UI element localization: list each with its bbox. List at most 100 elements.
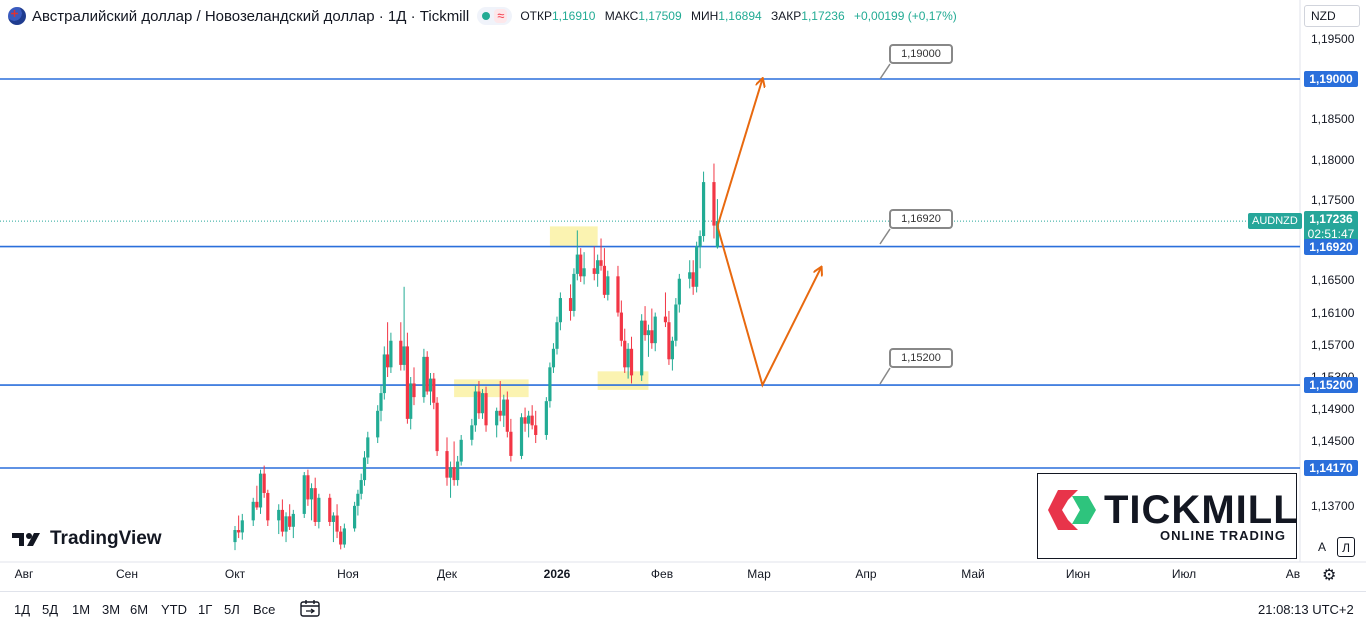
currency-select[interactable]: NZD	[1304, 5, 1360, 27]
candle	[674, 298, 678, 347]
tradingview-logo[interactable]: TradingView	[12, 528, 162, 550]
market-status[interactable]: ≈	[477, 7, 513, 25]
candle	[480, 389, 485, 419]
candle	[448, 461, 453, 498]
candle-body	[548, 367, 552, 402]
candle	[251, 497, 255, 526]
candle	[452, 441, 456, 486]
level-label: 1,14170	[1304, 460, 1358, 476]
tickmill-brand: TICKMILL	[1104, 488, 1299, 532]
callout-1-16920[interactable]: 1,16920	[889, 209, 953, 229]
candle-body	[691, 272, 695, 287]
price-tick: 1,14500	[1311, 434, 1355, 449]
candle	[284, 512, 288, 543]
low-label: МИН	[691, 9, 719, 23]
candle-body	[445, 451, 449, 478]
candle-body	[366, 437, 370, 458]
open-label: ОТКР	[520, 9, 552, 23]
timeframe-button[interactable]: 3М	[102, 602, 121, 617]
candle-body	[353, 505, 357, 529]
time-tick: Окт	[224, 567, 246, 581]
candle	[335, 504, 339, 539]
timeframe-button[interactable]: Все	[253, 602, 276, 617]
timeframe-button[interactable]: 1М	[72, 602, 91, 617]
candle-body	[448, 467, 453, 478]
candle-body	[698, 236, 702, 247]
timeframe-button[interactable]: 1Д	[14, 602, 31, 617]
candle-body	[688, 272, 692, 279]
candle	[527, 410, 531, 438]
candle-body	[572, 273, 576, 311]
candle	[495, 407, 499, 438]
candle	[558, 292, 562, 331]
candle	[470, 418, 474, 446]
candle-body	[313, 488, 317, 522]
candle-body	[498, 410, 502, 416]
candle-body	[258, 473, 263, 508]
timeframe-button[interactable]: 5Л	[224, 602, 240, 617]
candle-body	[640, 320, 644, 376]
candle	[376, 405, 380, 444]
candle	[575, 230, 579, 281]
candle-body	[428, 378, 433, 392]
candle	[233, 525, 237, 551]
candle	[579, 248, 583, 282]
candle	[643, 306, 647, 341]
price-tick: 1,17500	[1311, 192, 1355, 207]
calendar-icon[interactable]	[300, 599, 320, 617]
tradingview-logo-icon	[12, 533, 40, 546]
candle	[456, 455, 460, 486]
callout-1-19000[interactable]: 1,19000	[889, 44, 953, 64]
candle	[688, 260, 692, 289]
auto-scale-button[interactable]: A	[1317, 540, 1326, 554]
settings-gear-icon[interactable]: ⚙	[1322, 567, 1337, 584]
utc-clock[interactable]: 21:08:13 UTC+2	[1258, 602, 1354, 617]
price-tick: 1,15700	[1311, 337, 1355, 352]
candle-body	[555, 322, 559, 349]
candle-body	[251, 501, 255, 521]
log-scale-button[interactable]: Л	[1337, 537, 1355, 557]
market-open-dot-icon	[482, 12, 491, 20]
timeframe-button[interactable]: 6М	[130, 602, 149, 617]
candle-body	[306, 475, 310, 500]
candle	[602, 248, 607, 299]
candle	[353, 501, 357, 532]
candle-body	[302, 475, 306, 514]
timeframe-button[interactable]: 5Д	[42, 602, 59, 617]
candle	[568, 284, 573, 321]
candle-body	[616, 276, 620, 313]
candle-body	[715, 221, 720, 248]
candle	[342, 523, 346, 548]
candle-body	[495, 410, 499, 426]
candle-body	[356, 493, 360, 506]
candle-body	[359, 480, 363, 494]
candle-body	[530, 415, 534, 426]
candle-body	[551, 348, 556, 368]
candle-body	[435, 402, 439, 452]
change-value: +0,00199 (+0,17%)	[854, 9, 957, 23]
candle-countdown: 02:51:47	[1307, 227, 1355, 241]
candle	[582, 252, 586, 285]
candle-body	[646, 330, 651, 336]
candle	[677, 273, 681, 313]
candle-body	[626, 348, 630, 368]
candle	[366, 431, 370, 464]
candle	[616, 265, 620, 317]
candle-body	[405, 346, 409, 419]
time-tick: Апр	[855, 567, 877, 581]
candle	[519, 413, 524, 460]
candle	[432, 372, 436, 410]
candle	[240, 513, 244, 540]
callout-1-15200[interactable]: 1,15200	[889, 348, 953, 368]
close-label: ЗАКР	[771, 9, 802, 23]
timeframe-button[interactable]: 1Г	[198, 602, 213, 617]
symbol-title[interactable]: Австралийский доллар / Новозеландский до…	[32, 7, 470, 25]
candle-body	[712, 182, 716, 226]
candle-body	[606, 276, 610, 295]
ohlc-values: ОТКР1,16910 МАКС1,17509 МИН1,16894 ЗАКР1…	[520, 9, 962, 23]
timeframe-button[interactable]: YTD	[161, 602, 187, 617]
candle	[523, 407, 527, 432]
candle	[667, 310, 671, 365]
candle-body	[667, 322, 671, 360]
